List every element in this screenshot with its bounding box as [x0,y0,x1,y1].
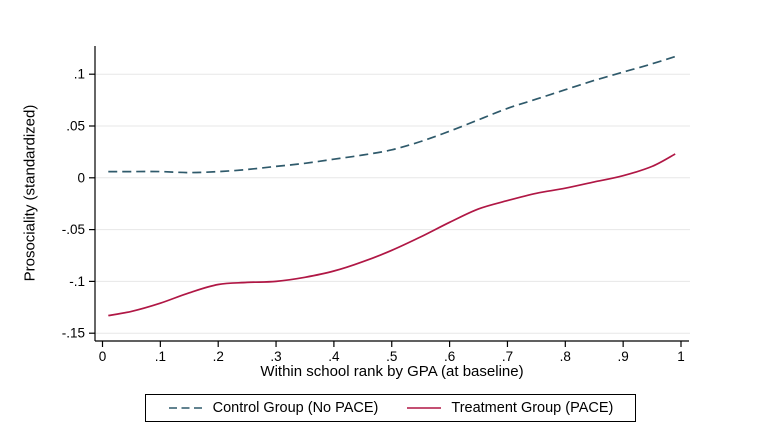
y-tick-label: -.1 [69,274,85,289]
legend: Control Group (No PACE) Treatment Group … [145,394,636,422]
control-dashed-line-swatch [168,407,203,409]
legend-label-treatment: Treatment Group (PACE) [451,400,614,416]
x-tick-label: .4 [328,349,340,364]
x-tick-label: .3 [270,349,281,364]
legend-label-control: Control Group (No PACE) [212,400,379,416]
control-group-line [108,55,676,174]
y-tick-label: -.15 [62,326,85,341]
x-tick-label: 0 [99,349,107,364]
y-tick-label: -.05 [62,222,85,237]
y-tick-label: .05 [66,119,85,134]
legend-item-treatment: Treatment Group (PACE) [406,400,613,416]
x-tick-label: 1 [677,349,685,364]
x-tick-label: .8 [560,349,571,364]
treatment-solid-line-swatch [407,407,442,409]
x-tick-label: .6 [444,349,455,364]
x-axis-title: Within school rank by GPA (at baseline) [260,363,524,380]
x-tick-label: .9 [618,349,629,364]
x-tick-label: .7 [502,349,513,364]
y-tick-label: .1 [74,67,85,82]
x-tick-label: .1 [155,349,166,364]
y-tick-label: 0 [77,170,85,185]
treatment-group-line [108,153,676,317]
y-axis-title: Prosociality (standardized) [21,104,39,282]
x-tick-label: .5 [386,349,397,364]
x-tick-label: .2 [213,349,224,364]
legend-item-control: Control Group (No PACE) [168,400,379,416]
